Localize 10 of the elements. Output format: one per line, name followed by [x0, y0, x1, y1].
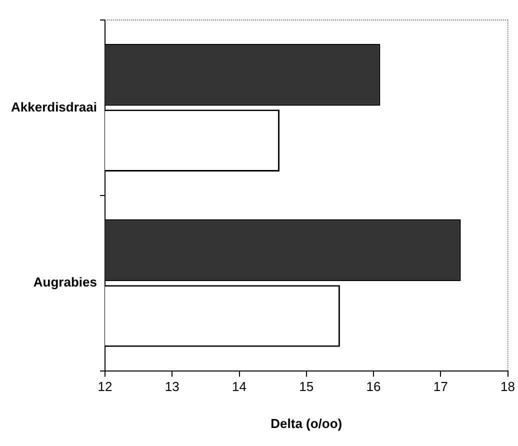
y-tick-label: Augrabies: [33, 274, 97, 290]
x-tick-label: 14: [232, 379, 246, 394]
x-tick-label: 18: [500, 379, 516, 394]
x-tick-label: 17: [433, 379, 448, 394]
x-tick-label: 15: [299, 379, 314, 394]
x-tick-label: 13: [164, 379, 180, 394]
x-axis-title: Delta (o/oo): [270, 416, 342, 431]
y-tick-label: Akkerdisdraai: [10, 99, 97, 114]
x-tick-label: 16: [366, 379, 381, 394]
x-tick-label: 12: [98, 379, 112, 394]
